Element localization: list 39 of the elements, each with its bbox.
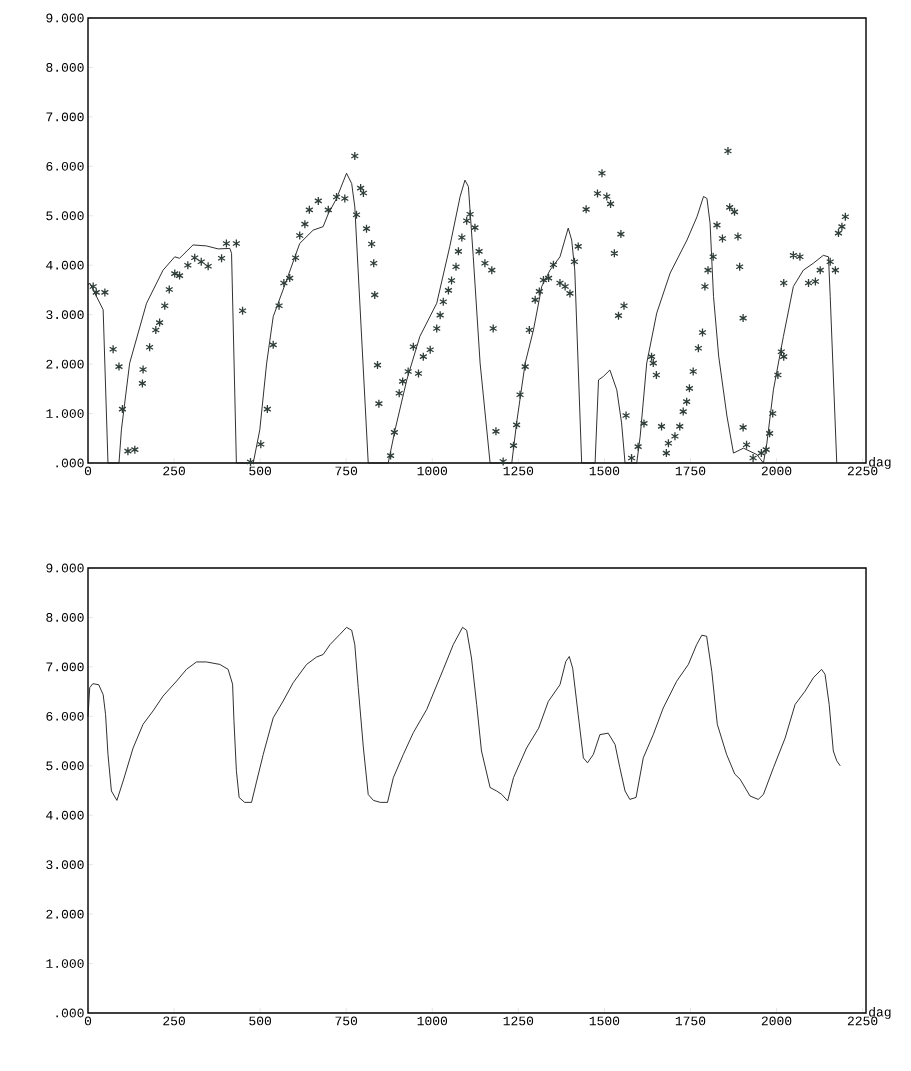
y-tick-label: .000 <box>56 1008 84 1018</box>
y-tick-label: 7.000 <box>46 112 84 122</box>
line-series <box>87 626 841 803</box>
x-tick-label: 1750 <box>675 1016 706 1026</box>
x-tick-label: 1000 <box>417 1016 448 1026</box>
y-tick-label: .000 <box>56 458 84 468</box>
y-tick-label: 5.000 <box>46 211 84 221</box>
x-tick-label: 1250 <box>503 1016 534 1026</box>
y-tick-label: 8.000 <box>46 613 84 622</box>
y-tick-label: 2.000 <box>46 909 84 919</box>
y-tick-label: 4.000 <box>46 260 84 270</box>
x-tick-label: 250 <box>163 1016 185 1026</box>
x-tick-label: 2000 <box>761 466 792 476</box>
x-tick-label: 500 <box>249 466 272 476</box>
x-tick-label: 750 <box>335 1016 358 1026</box>
y-tick-label: 7.000 <box>46 662 84 672</box>
x-tick-label: 750 <box>335 466 358 476</box>
x-tick-label: 1250 <box>503 466 534 476</box>
x-tick-label: 1500 <box>589 1016 620 1026</box>
y-tick-label: 9.000 <box>46 563 84 573</box>
y-tick-label: 1.000 <box>46 409 84 418</box>
y-tick-label: 5.000 <box>46 761 84 771</box>
x-tick-label: 1750 <box>675 466 706 476</box>
x-tick-label: 0 <box>84 466 92 476</box>
x-tick-label: 250 <box>163 466 185 476</box>
y-tick-label: 6.000 <box>46 161 84 171</box>
x-tick-label: 1500 <box>589 466 620 476</box>
y-tick-label: 9.000 <box>46 13 84 23</box>
x-tick-label: 2000 <box>761 1016 792 1026</box>
x-tick-label: 1000 <box>417 466 448 476</box>
y-tick-label: 1.000 <box>46 959 84 968</box>
y-tick-label: 2.000 <box>46 359 84 369</box>
y-tick-label: 4.000 <box>46 810 84 820</box>
y-tick-label: 3.000 <box>46 310 84 320</box>
x-tick-label: 500 <box>249 1016 272 1026</box>
x-tick-label: 0 <box>84 1016 92 1026</box>
y-tick-label: 3.000 <box>46 860 84 870</box>
y-tick-label: 6.000 <box>46 711 84 721</box>
y-tick-label: 8.000 <box>46 63 84 72</box>
